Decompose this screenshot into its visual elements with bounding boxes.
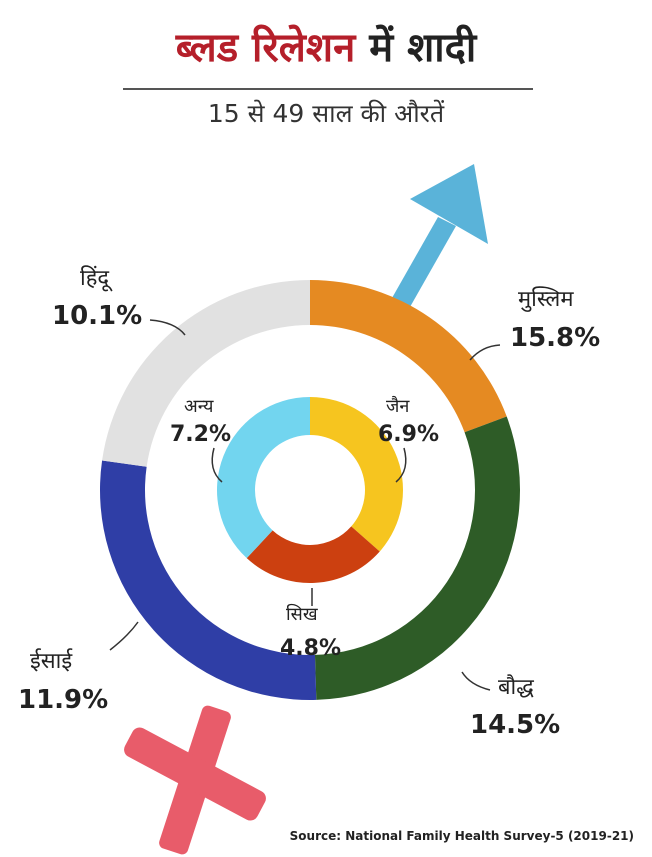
label-anya-value: 7.2% <box>170 422 231 447</box>
chart-title-part1: ब्लड रिलेशन <box>175 25 356 71</box>
chart-title-part2: में शादी <box>369 25 477 71</box>
inner-ring <box>217 397 403 584</box>
leader-lines <box>109 319 501 691</box>
label-anya-name: अन्य <box>184 396 214 417</box>
label-jain-value: 6.9% <box>378 422 439 447</box>
outer-segment-0 <box>310 280 507 433</box>
outer-segment-1 <box>314 416 520 700</box>
label-hindu-name: हिंदू <box>80 265 113 292</box>
outer-segment-3 <box>102 280 311 467</box>
source-note: Source: National Family Health Survey-5 … <box>289 829 634 843</box>
label-jain-name: जैन <box>386 395 410 417</box>
leader-line <box>461 671 491 691</box>
outer-segment-2 <box>100 460 317 700</box>
leader-line <box>395 447 407 483</box>
label-isai-name: ईसाई <box>30 648 73 674</box>
male-arrow-icon <box>392 164 488 307</box>
inner-segment-0 <box>310 397 403 552</box>
outer-ring <box>100 280 520 700</box>
leader-line <box>469 344 501 361</box>
chart-title: ब्लड रिलेशन में शादी <box>176 22 477 74</box>
chart-subtitle: 15 से 49 साल की औरतें <box>207 99 445 128</box>
label-sikh-value: 4.8% <box>280 636 341 661</box>
label-buddh-value: 14.5% <box>470 710 560 740</box>
label-isai-value: 11.9% <box>18 685 108 715</box>
label-sikh-name: सिख <box>286 603 318 625</box>
title-divider <box>123 88 533 90</box>
inner-segment-2 <box>217 397 310 559</box>
female-cross-icon <box>124 705 266 855</box>
inner-segment-1 <box>246 526 380 584</box>
leader-line <box>109 621 139 651</box>
label-muslim-name: मुस्लिम <box>518 286 574 312</box>
label-hindu-value: 10.1% <box>52 301 142 331</box>
leader-line <box>149 319 186 336</box>
label-buddh-name: बौद्ध <box>498 674 534 700</box>
chart-title-wrap: ब्लड रिलेशन में शादी <box>0 22 652 74</box>
leader-line <box>211 447 223 483</box>
label-muslim-value: 15.8% <box>510 323 600 353</box>
